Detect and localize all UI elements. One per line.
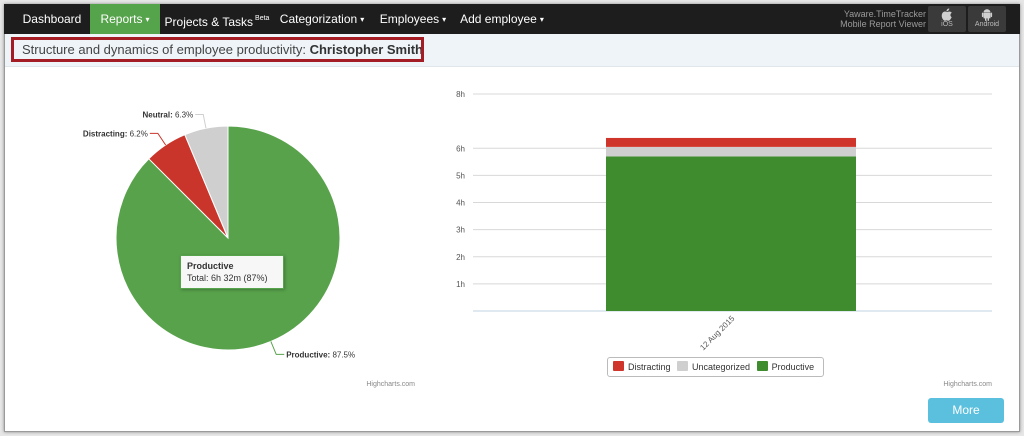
legend-item-uncategorized[interactable]: Uncategorized — [677, 358, 750, 376]
employee-name: Christopher Smith — [309, 42, 423, 57]
y-tick-label: 2h — [456, 253, 465, 262]
pie-data-label-productive: Productive: 87.5% — [286, 350, 355, 359]
apple-icon — [941, 8, 952, 21]
android-app-button[interactable]: Android — [968, 6, 1006, 32]
productivity-pie-chart: Productive: 87.5% Distracting: 6.2% Neutra… — [60, 85, 440, 395]
brand-line-2: Mobile Report Viewer — [840, 19, 926, 29]
x-tick-label: 12 Aug 2015 — [698, 314, 737, 353]
chevron-down-icon: ▾ — [360, 15, 365, 24]
nav-projects-tasks[interactable]: Projects & Tasks Beta — [164, 4, 270, 34]
bar-segment-uncategorized[interactable] — [606, 146, 856, 157]
y-tick-label: 1h — [456, 280, 465, 289]
bar-chart-legend: Distracting Uncategorized Productive — [607, 357, 825, 377]
nav-employees[interactable]: Employees ▾ — [374, 4, 452, 34]
pie-label-connector — [195, 113, 207, 129]
top-navbar: Dashboard Reports ▾ Projects & Tasks Beta … — [4, 4, 1020, 34]
chevron-down-icon: ▾ — [539, 15, 544, 24]
ios-app-button[interactable]: iOS — [928, 6, 966, 32]
nav-projects-label: Projects & Tasks — [164, 15, 254, 29]
y-tick-label: 6h — [456, 144, 465, 153]
legend-item-productive[interactable]: Productive — [756, 358, 815, 376]
chart-tooltip: Productive Total: 6h 32m (87%) — [180, 255, 284, 289]
nav-dashboard[interactable]: Dashboard — [16, 4, 88, 34]
ios-label: iOS — [941, 21, 953, 28]
nav-add-employee[interactable]: Add employee ▾ — [456, 4, 548, 34]
legend-item-distracting[interactable]: Distracting — [613, 358, 671, 376]
nav-reports-label: Reports — [100, 12, 143, 26]
beta-badge: Beta — [255, 15, 270, 22]
y-tick-label: 3h — [456, 226, 465, 235]
nav-employees-label: Employees — [379, 12, 440, 26]
bar-segment-productive[interactable] — [606, 156, 856, 311]
bar-chart-svg: 1h 2h 3h 4h 5h 6h 8h 12 Aug 2015 Highcharts.com — [456, 90, 992, 388]
y-tick-label: 8h — [456, 90, 465, 99]
pie-chart-svg: Productive: 87.5% Distracting: 6.2% Neutra… — [83, 110, 415, 388]
legend-swatch — [677, 361, 689, 371]
chevron-down-icon: ▾ — [442, 15, 447, 24]
highcharts-credit[interactable]: Highcharts.com — [366, 381, 415, 388]
brand-text: Yaware.TimeTracker Mobile Report Viewer — [816, 9, 926, 29]
legend-swatch — [613, 361, 624, 371]
nav-reports[interactable]: Reports ▾ — [90, 4, 160, 34]
tooltip-title: Productive — [187, 261, 234, 271]
pie-data-label-neutral: Neutral: 6.3% — [143, 110, 194, 119]
pie-slice-neutral[interactable] — [184, 125, 229, 239]
nav-add-employee-label: Add employee — [460, 12, 537, 26]
productivity-bar-chart: 1h 2h 3h 4h 5h 6h 8h 12 Aug 2015 Highcharts.com — [440, 80, 1010, 390]
chevron-down-icon: ▾ — [145, 15, 150, 24]
pie-label-connector — [270, 341, 285, 355]
legend-label: Uncategorized — [692, 362, 751, 372]
nav-dashboard-label: Dashboard — [22, 12, 82, 26]
android-label: Android — [974, 21, 1000, 28]
brand-line-1: Yaware.TimeTracker — [843, 9, 926, 19]
legend-label: Productive — [771, 362, 815, 372]
nav-categorization-label: Categorization — [279, 12, 358, 26]
more-button[interactable]: More — [928, 398, 1004, 423]
nav-categorization[interactable]: Categorization ▾ — [276, 4, 368, 34]
legend-label: Distracting — [628, 362, 671, 372]
android-icon — [981, 9, 993, 21]
y-tick-label: 4h — [456, 199, 465, 208]
bar-segment-distracting[interactable] — [606, 137, 856, 147]
tooltip-value: Total: 6h 32m (87%) — [187, 273, 268, 283]
highcharts-credit[interactable]: Highcharts.com — [943, 381, 992, 388]
page-title-prefix: Structure and dynamics of employee produ… — [22, 42, 310, 57]
legend-swatch — [756, 361, 768, 371]
y-tick-label: 5h — [456, 171, 465, 180]
pie-label-connector — [149, 132, 167, 146]
page-title: Structure and dynamics of employee produ… — [11, 37, 424, 62]
pie-data-label-distracting: Distracting: 6.2% — [83, 129, 148, 138]
